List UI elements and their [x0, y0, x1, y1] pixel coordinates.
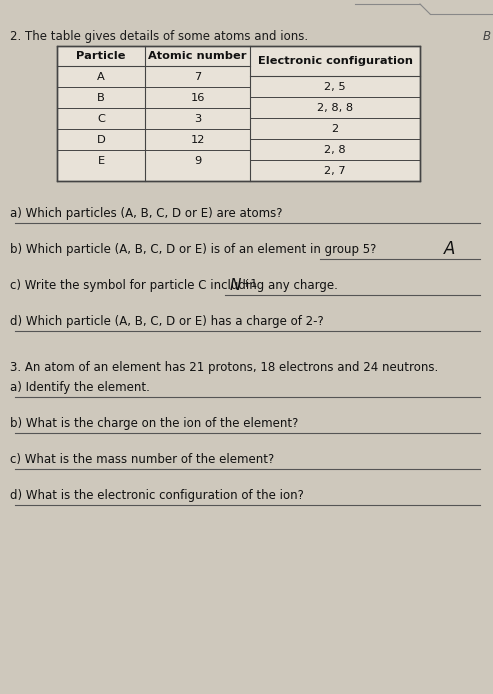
- Bar: [57, 46, 420, 181]
- Text: A: A: [444, 240, 456, 258]
- Text: Electronic configuration: Electronic configuration: [257, 56, 413, 66]
- Text: 3: 3: [194, 114, 201, 124]
- Text: Particle: Particle: [76, 51, 126, 61]
- Text: 3. An atom of an element has 21 protons, 18 electrons and 24 neutrons.: 3. An atom of an element has 21 protons,…: [10, 361, 438, 374]
- Text: B: B: [483, 30, 491, 43]
- Text: A: A: [97, 71, 105, 81]
- Text: c) Write the symbol for particle C including any charge.: c) Write the symbol for particle C inclu…: [10, 279, 338, 292]
- Text: 2, 8: 2, 8: [324, 144, 346, 155]
- Text: b) What is the charge on the ion of the element?: b) What is the charge on the ion of the …: [10, 417, 298, 430]
- Text: 9: 9: [194, 155, 201, 165]
- Text: b) Which particle (A, B, C, D or E) is of an element in group 5?: b) Which particle (A, B, C, D or E) is o…: [10, 243, 376, 256]
- Text: E: E: [98, 155, 105, 165]
- Text: Atomic number: Atomic number: [148, 51, 247, 61]
- Text: D: D: [97, 135, 106, 144]
- Text: 2, 5: 2, 5: [324, 81, 346, 92]
- Text: 7: 7: [194, 71, 201, 81]
- Text: B: B: [97, 92, 105, 103]
- Text: d) Which particle (A, B, C, D or E) has a charge of 2-?: d) Which particle (A, B, C, D or E) has …: [10, 315, 324, 328]
- Text: N: N: [230, 278, 242, 293]
- Text: d) What is the electronic configuration of the ion?: d) What is the electronic configuration …: [10, 489, 304, 502]
- Text: 2, 8, 8: 2, 8, 8: [317, 103, 353, 112]
- Text: 2. The table gives details of some atoms and ions.: 2. The table gives details of some atoms…: [10, 30, 308, 43]
- Text: 2: 2: [331, 124, 339, 133]
- Text: 12: 12: [190, 135, 205, 144]
- Text: 2, 7: 2, 7: [324, 165, 346, 176]
- Text: a) Which particles (A, B, C, D or E) are atoms?: a) Which particles (A, B, C, D or E) are…: [10, 207, 282, 220]
- Text: 16: 16: [190, 92, 205, 103]
- Text: +1: +1: [242, 279, 258, 289]
- Text: c) What is the mass number of the element?: c) What is the mass number of the elemen…: [10, 453, 274, 466]
- Text: C: C: [97, 114, 105, 124]
- Text: a) Identify the element.: a) Identify the element.: [10, 381, 150, 394]
